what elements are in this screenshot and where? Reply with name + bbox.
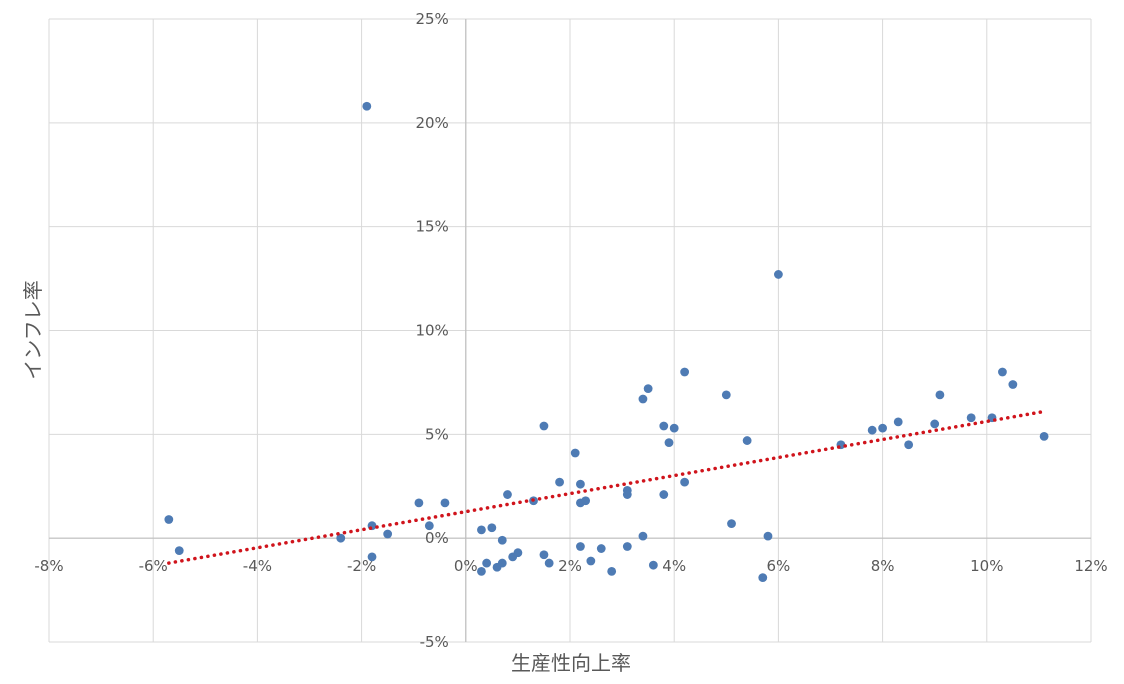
x-tick-label: 0%	[454, 557, 478, 575]
data-point	[893, 417, 903, 427]
data-point	[576, 542, 585, 551]
trendline	[167, 409, 1046, 565]
data-point	[664, 438, 674, 448]
x-tick-label: 2%	[558, 557, 582, 575]
data-point	[555, 477, 564, 487]
data-point	[721, 390, 731, 400]
data-point	[539, 550, 549, 560]
x-tick-label: -6%	[139, 557, 168, 575]
y-tick-label: 20%	[415, 114, 448, 132]
data-point	[607, 566, 617, 576]
data-point	[586, 556, 596, 566]
data-point	[669, 423, 679, 433]
y-tick-label: 15%	[415, 218, 448, 236]
trendline-group	[167, 409, 1046, 565]
x-tick-label: -8%	[34, 557, 63, 575]
y-tick-labels: -5% 0% 5% 10% 15% 20% 25%	[415, 10, 448, 651]
data-point	[935, 390, 945, 400]
data-point	[638, 531, 648, 541]
data-point	[966, 413, 976, 423]
x-axis-title: 生産性向上率	[511, 651, 631, 675]
data-point	[164, 515, 174, 524]
data-point	[758, 573, 768, 583]
data-point	[680, 367, 690, 377]
axes	[49, 19, 1091, 642]
x-tick-label: -4%	[243, 557, 272, 575]
data-point	[763, 531, 773, 541]
y-tick-label: 0%	[425, 529, 449, 547]
data-point	[336, 533, 346, 543]
y-axis-title: インフレ率	[21, 280, 45, 379]
data-point	[742, 436, 752, 445]
y-tick-label: -5%	[420, 633, 449, 651]
data-point	[497, 558, 507, 568]
data-point	[1008, 380, 1018, 389]
data-point	[622, 542, 632, 551]
data-point	[424, 521, 434, 531]
data-point	[539, 421, 549, 431]
x-tick-label: 10%	[970, 557, 1003, 575]
data-point	[576, 479, 585, 489]
y-tick-label: 25%	[415, 10, 448, 28]
data-point	[544, 558, 554, 568]
data-point	[174, 546, 184, 556]
data-point	[367, 552, 377, 562]
data-point	[648, 560, 658, 570]
y-tick-label: 10%	[415, 322, 448, 340]
x-tick-label: -2%	[347, 557, 376, 575]
data-point	[440, 498, 450, 508]
data-point	[727, 519, 736, 529]
data-point	[643, 384, 653, 394]
x-tick-label: 8%	[871, 557, 895, 575]
data-point	[622, 490, 632, 499]
data-point	[998, 367, 1007, 377]
data-point	[414, 498, 424, 508]
data-point	[596, 544, 606, 553]
data-point	[497, 535, 507, 545]
data-point	[503, 490, 512, 499]
data-point	[477, 525, 486, 535]
data-points	[164, 101, 1049, 583]
x-tick-label: 4%	[662, 557, 686, 575]
data-point	[638, 394, 648, 404]
data-point	[570, 448, 580, 458]
x-tick-label: 12%	[1074, 557, 1107, 575]
data-point	[362, 101, 372, 111]
data-point	[383, 529, 393, 539]
data-point	[930, 419, 940, 429]
data-point	[774, 270, 783, 279]
x-tick-labels: -8% -6% -4% -2% 0% 2% 4% 6% 8% 10% 12%	[34, 557, 1107, 575]
data-point	[659, 490, 669, 499]
data-point	[878, 423, 887, 433]
data-point	[477, 566, 486, 576]
data-point	[904, 440, 914, 450]
data-point	[487, 523, 497, 533]
data-point	[581, 496, 591, 506]
y-tick-label: 5%	[425, 425, 449, 443]
x-tick-label: 6%	[767, 557, 791, 575]
data-point	[1039, 432, 1049, 441]
gridlines	[48, 18, 1092, 643]
data-point	[659, 421, 669, 431]
data-point	[482, 558, 492, 568]
data-point	[513, 548, 523, 558]
data-point	[680, 477, 690, 487]
data-point	[867, 425, 877, 435]
